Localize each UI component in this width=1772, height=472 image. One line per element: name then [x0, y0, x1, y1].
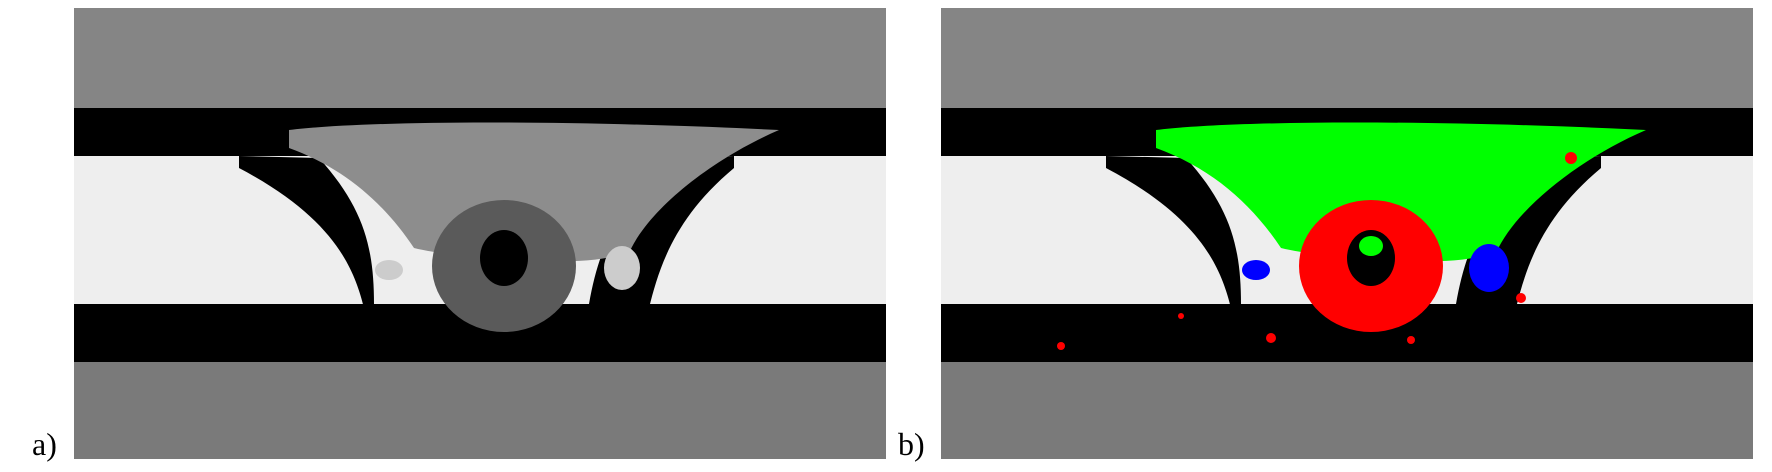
left-side-blob: [375, 260, 403, 280]
panel-a-label: a): [32, 426, 57, 462]
panel-b-label: b): [898, 426, 925, 462]
red-core-void: [1347, 230, 1395, 286]
red-speck: [1407, 336, 1415, 344]
red-speck: [1565, 152, 1577, 164]
grayscale-image: [74, 8, 886, 459]
grayscale-image-panel: [74, 8, 886, 459]
red-speck: [1266, 333, 1276, 343]
left-blue-blob: [1242, 260, 1270, 280]
right-side-blob: [604, 246, 640, 290]
right-blue-blob: [1469, 244, 1509, 292]
bottom-gray-band: [74, 362, 886, 459]
classified-image-panel: [941, 8, 1753, 459]
top-gray-band: [74, 8, 886, 108]
bottom-gray-band: [941, 362, 1753, 459]
green-class-region: [1156, 122, 1646, 262]
red-speck: [1516, 293, 1526, 303]
top-gray-band: [941, 8, 1753, 108]
classified-image: [941, 8, 1753, 459]
red-speck: [1178, 313, 1184, 319]
red-speck: [1057, 342, 1065, 350]
weld-upper-region: [289, 122, 779, 262]
green-core-spot: [1359, 236, 1383, 256]
weld-core-void: [480, 230, 528, 286]
